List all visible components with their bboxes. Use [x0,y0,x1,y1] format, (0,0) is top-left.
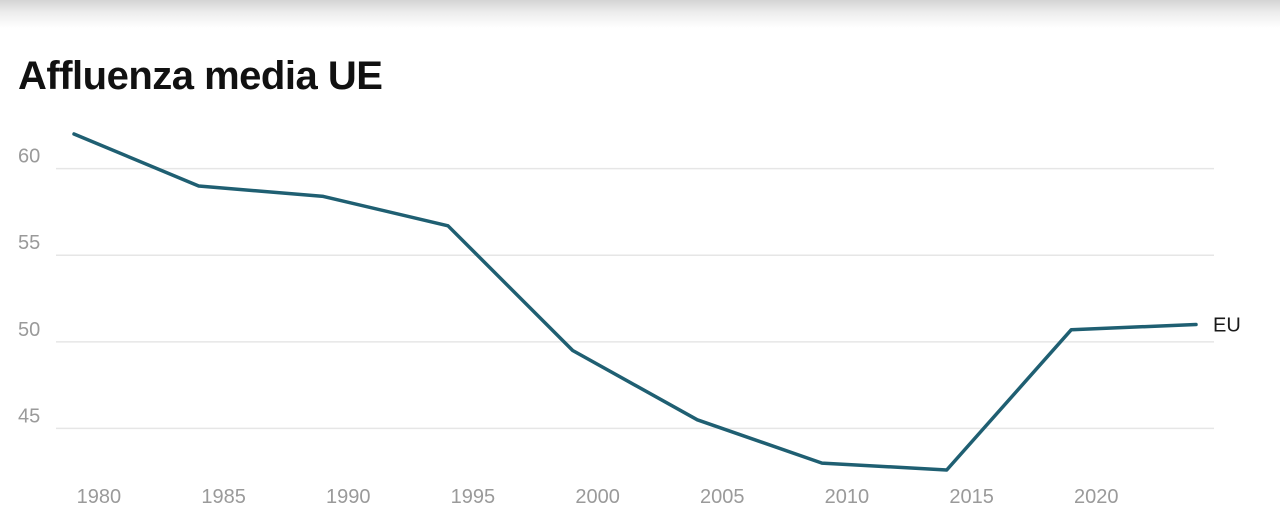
series-end-label: EU [1213,315,1241,337]
x-axis-ticks: 1980 1985 1990 1995 2000 2005 2010 2015 2020 [77,486,1119,508]
x-tick-label: 1985 [201,486,246,508]
x-tick-label: 2020 [1074,486,1119,508]
series-lines [72,132,1198,472]
y-axis-ticks: 45 50 55 60 [18,146,40,428]
x-tick-label: 1995 [451,486,496,508]
grid-lines [56,167,1214,430]
series-line [72,132,1198,472]
x-tick-label: 2000 [575,486,620,508]
y-tick-label: 50 [18,319,40,341]
y-tick-label: 60 [18,146,40,168]
chart-title: Affluenza media UE [18,54,383,98]
x-tick-label: 1990 [326,486,371,508]
top-shadow [0,0,1280,28]
y-tick-label: 55 [18,232,40,254]
x-tick-label: 1980 [77,486,122,508]
y-tick-label: 45 [18,405,40,427]
x-tick-label: 2010 [825,486,870,508]
x-tick-label: 2005 [700,486,745,508]
x-tick-label: 2015 [949,486,994,508]
series-labels: EU [1213,315,1241,337]
